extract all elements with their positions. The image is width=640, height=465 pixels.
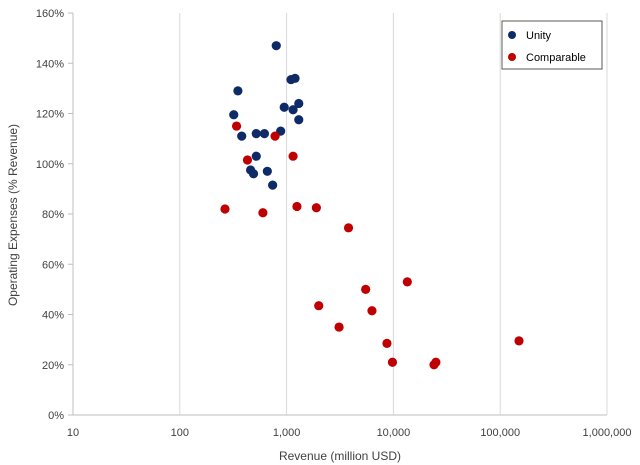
y-tick-label: 40% — [42, 310, 64, 322]
data-point-unity — [262, 166, 272, 176]
data-point-unity — [259, 129, 270, 139]
data-point-comparable — [387, 357, 398, 367]
data-point-unity — [294, 115, 304, 125]
data-point-unity — [288, 105, 298, 115]
data-point-comparable — [270, 131, 280, 141]
legend-marker-comparable — [508, 53, 516, 61]
x-tick-label: 10 — [67, 427, 79, 439]
y-axis-title: Operating Expenses (% Revenue) — [6, 124, 20, 306]
data-point-unity — [248, 169, 259, 179]
legend: Unity Comparable — [501, 20, 603, 70]
y-tick-label: 160% — [36, 8, 64, 20]
x-tick-label: 1,000,000 — [583, 427, 632, 439]
axes — [68, 12, 607, 416]
data-point-comparable — [220, 204, 230, 214]
data-point-comparable — [292, 201, 302, 212]
data-point-unity — [271, 41, 281, 51]
data-point-comparable — [514, 336, 524, 346]
legend-box — [501, 20, 603, 70]
data-point-comparable — [258, 208, 268, 218]
data-point-comparable — [402, 277, 412, 287]
x-tick-label: 1,000 — [273, 427, 301, 439]
data-point-unity — [251, 129, 261, 139]
x-tick-labels: 10 100 1,000 10,000 100,000 1,000,000 — [67, 427, 632, 439]
data-point-comparable — [343, 223, 354, 233]
x-tick-label: 100,000 — [480, 427, 520, 439]
y-tick-label: 20% — [42, 360, 64, 372]
data-point-unity — [251, 151, 261, 161]
legend-label-comparable: Comparable — [526, 52, 586, 64]
y-tick-labels: 0% 20% 40% 60% 80% 100% 120% 140% 160% — [36, 8, 64, 422]
data-point-unity — [229, 110, 239, 120]
data-point-unity — [237, 131, 247, 141]
y-tick-label: 80% — [42, 209, 64, 221]
y-tick-label: 0% — [48, 410, 64, 422]
data-point-comparable — [361, 284, 371, 294]
x-axis-title: Revenue (million USD) — [279, 449, 401, 463]
data-point-comparable — [311, 203, 321, 213]
data-point-comparable — [367, 306, 377, 316]
data-points — [220, 41, 524, 370]
data-point-unity — [268, 180, 278, 190]
legend-label-unity: Unity — [526, 30, 552, 42]
data-point-unity — [290, 73, 300, 83]
data-point-comparable — [382, 338, 392, 348]
y-tick-label: 140% — [36, 58, 64, 70]
y-tick-label: 60% — [42, 259, 64, 271]
data-point-comparable — [231, 121, 242, 131]
legend-marker-unity — [508, 31, 516, 39]
data-point-unity — [294, 98, 304, 109]
data-point-comparable — [314, 301, 324, 311]
data-point-comparable — [288, 151, 298, 161]
y-tick-label: 120% — [36, 109, 64, 121]
x-tick-label: 100 — [171, 427, 189, 439]
data-point-unity — [233, 86, 243, 96]
data-point-comparable — [334, 322, 344, 332]
data-point-comparable — [429, 360, 439, 370]
data-point-comparable — [242, 155, 253, 165]
data-point-unity — [279, 102, 289, 112]
y-tick-label: 100% — [36, 159, 64, 171]
x-tick-label: 10,000 — [377, 427, 411, 439]
